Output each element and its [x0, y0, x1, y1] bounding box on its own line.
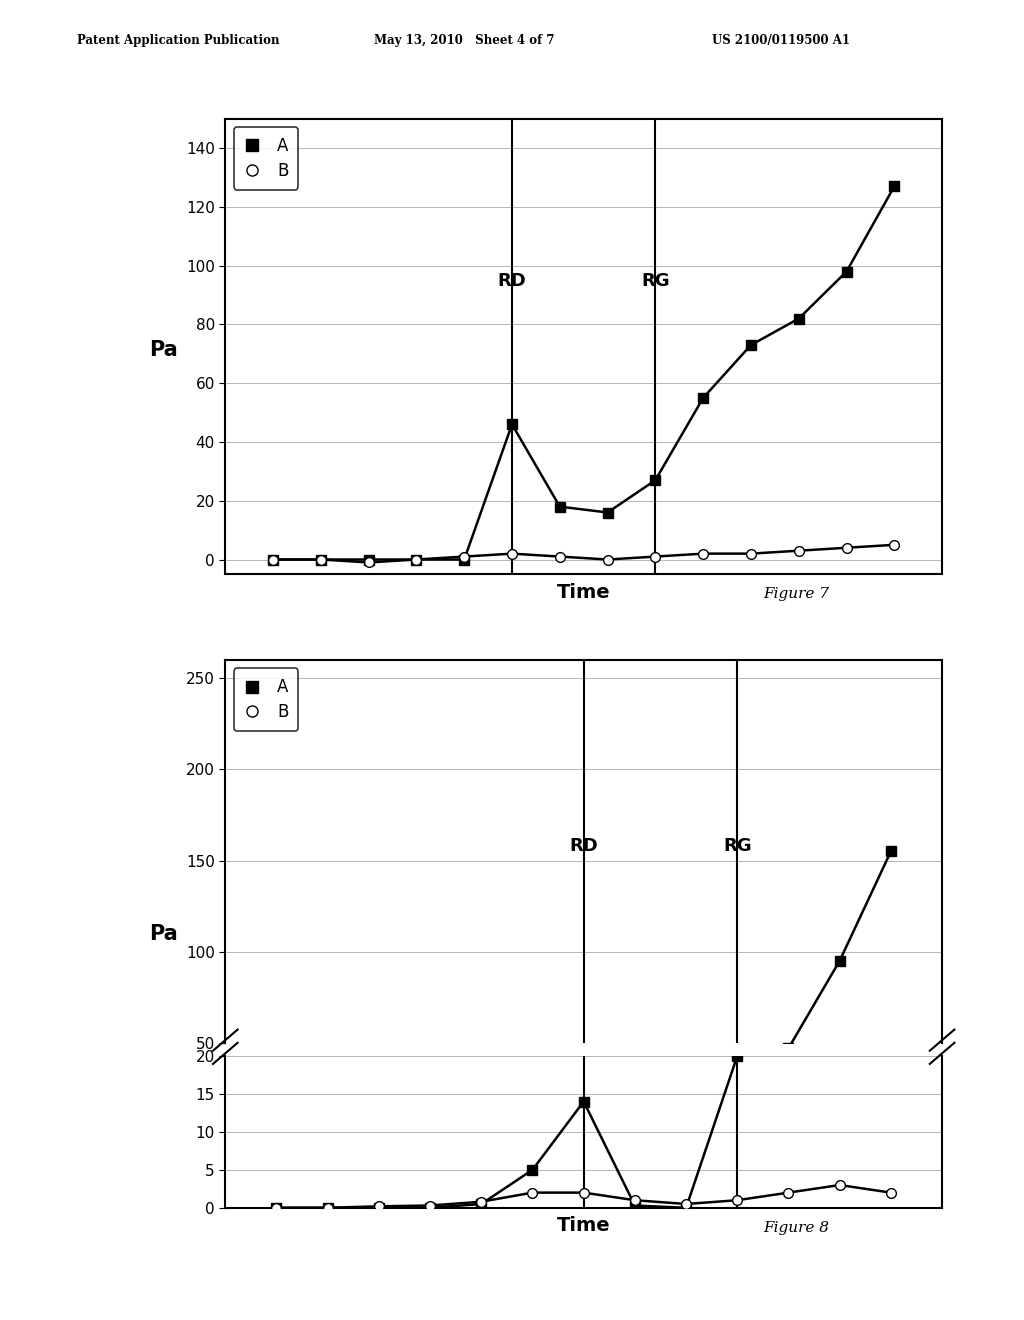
Text: RG: RG — [641, 272, 670, 290]
Text: Figure 8: Figure 8 — [763, 1221, 828, 1236]
Text: US 2100/0119500 A1: US 2100/0119500 A1 — [712, 34, 850, 48]
Text: May 13, 2010   Sheet 4 of 7: May 13, 2010 Sheet 4 of 7 — [374, 34, 554, 48]
Legend: A, B: A, B — [233, 127, 298, 190]
Text: Pa: Pa — [150, 924, 178, 944]
Text: Figure 7: Figure 7 — [763, 587, 828, 602]
Text: RD: RD — [498, 272, 526, 290]
X-axis label: Time: Time — [557, 582, 610, 602]
Text: Pa: Pa — [150, 339, 178, 360]
X-axis label: Time: Time — [557, 1216, 610, 1236]
Text: RG: RG — [723, 837, 752, 855]
Legend: A, B: A, B — [233, 668, 298, 731]
Text: Patent Application Publication: Patent Application Publication — [77, 34, 280, 48]
Text: RD: RD — [569, 837, 598, 855]
